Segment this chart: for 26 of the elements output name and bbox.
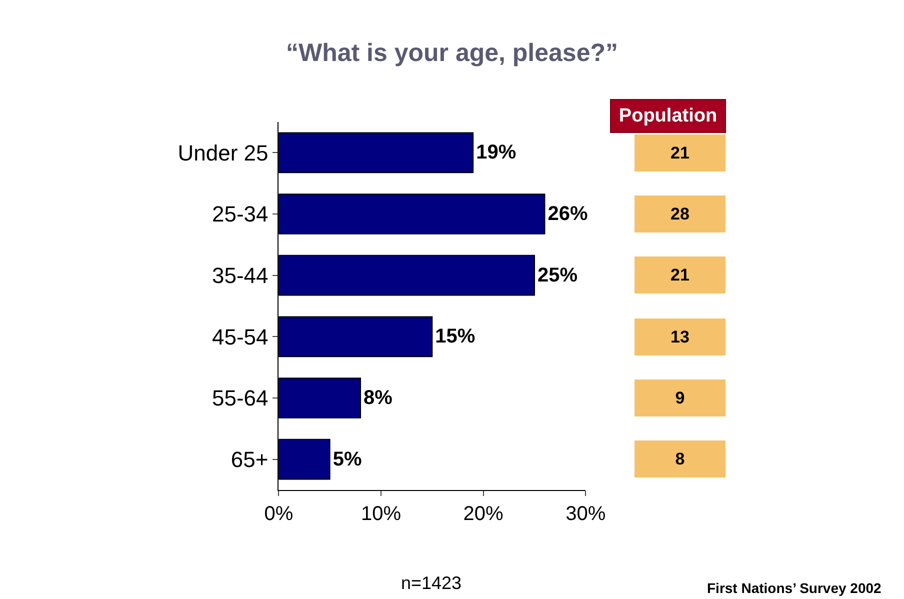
y-tick-label: 35-44 bbox=[212, 263, 268, 288]
x-tick-label: 0% bbox=[264, 503, 294, 525]
text: Population bbox=[618, 106, 718, 126]
x-tick-label: 20% bbox=[463, 503, 504, 525]
data-label: 25% bbox=[537, 264, 578, 286]
chart-title: “What is your age, please?” bbox=[286, 38, 618, 67]
text: n=1423 bbox=[401, 573, 462, 593]
text: 13 bbox=[670, 328, 690, 346]
data-label: 26% bbox=[548, 203, 588, 225]
x-tick-label: 10% bbox=[360, 503, 402, 525]
x-tick-label: 30% bbox=[566, 503, 606, 525]
y-tick-label: 55-64 bbox=[212, 386, 268, 411]
y-tick-label: 45-54 bbox=[212, 324, 268, 350]
text: 28 bbox=[670, 204, 690, 224]
text: 21 bbox=[670, 144, 690, 162]
text: 9 bbox=[675, 388, 685, 408]
data-label: 8% bbox=[364, 387, 393, 409]
y-tick-label: 25-34 bbox=[212, 202, 268, 227]
data-label: 15% bbox=[435, 326, 476, 348]
data-label: 5% bbox=[332, 448, 362, 470]
data-label: 19% bbox=[476, 142, 516, 164]
text: 21 bbox=[670, 266, 690, 284]
text: 8 bbox=[675, 450, 685, 468]
y-tick-label: Under 25 bbox=[178, 140, 268, 166]
text: First Nations’ Survey 2002 bbox=[707, 580, 882, 596]
y-tick-label: 65+ bbox=[230, 447, 268, 472]
